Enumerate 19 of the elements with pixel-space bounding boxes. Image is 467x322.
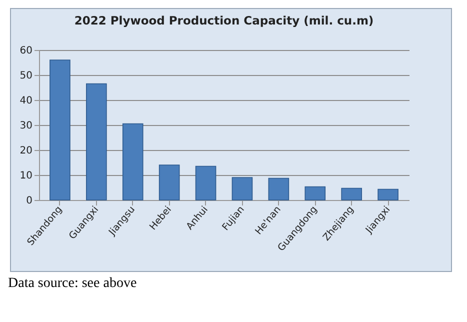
y-tick-label: 40 (20, 96, 32, 106)
bar (304, 186, 326, 200)
chart-title: 2022 Plywood Production Capacity (mil. cu.m) (74, 14, 374, 28)
y-tick-label: 30 (20, 120, 32, 132)
bar (86, 83, 107, 200)
y-tick-label: 60 (20, 46, 32, 56)
y-tick-label: 0 (26, 196, 32, 206)
bar (378, 188, 398, 200)
bar (50, 60, 70, 200)
bar (122, 123, 144, 200)
bar (158, 164, 180, 200)
bar (195, 166, 216, 200)
bar (341, 188, 362, 200)
y-tick-label: 10 (20, 170, 32, 182)
y-tick-label: 50 (20, 70, 32, 82)
bar (232, 177, 253, 200)
source-note: Data source: see above (8, 276, 137, 292)
y-tick-label: 20 (20, 146, 32, 156)
bar (268, 178, 290, 200)
